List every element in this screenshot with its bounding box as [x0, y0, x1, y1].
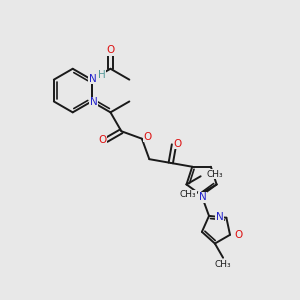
Text: N: N	[199, 192, 206, 203]
Text: O: O	[106, 45, 115, 55]
Text: CH₃: CH₃	[180, 190, 196, 199]
Text: O: O	[234, 230, 242, 240]
Text: CH₃: CH₃	[215, 260, 231, 269]
Text: N: N	[89, 74, 97, 84]
Text: N: N	[90, 98, 98, 107]
Text: O: O	[98, 135, 106, 145]
Text: CH₃: CH₃	[207, 170, 223, 179]
Text: N: N	[216, 212, 224, 222]
Text: O: O	[144, 132, 152, 142]
Text: O: O	[174, 139, 182, 149]
Text: H: H	[98, 70, 105, 80]
